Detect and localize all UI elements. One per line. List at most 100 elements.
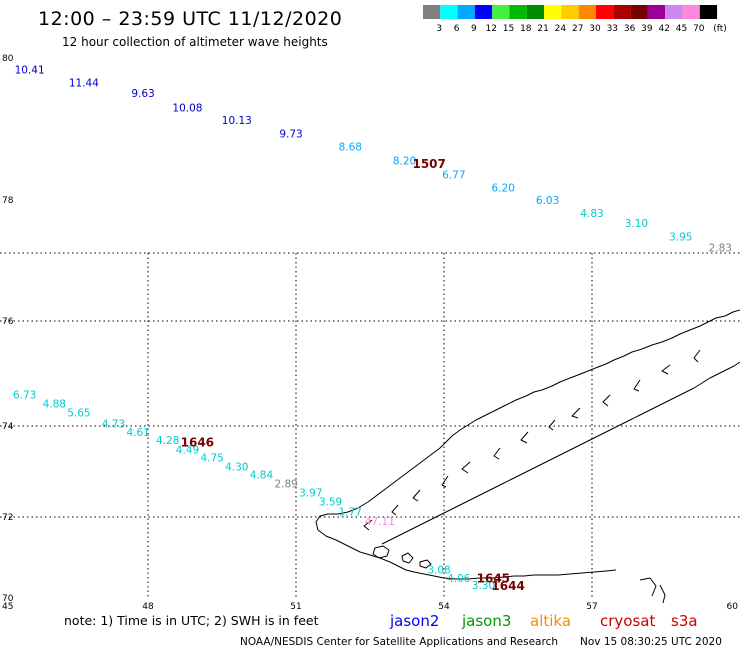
legend-swatch — [526, 5, 545, 19]
legend-label: 3 — [436, 24, 442, 34]
legend-label: 36 — [624, 24, 636, 34]
legend-swatch — [665, 5, 683, 19]
swh-value: 1.77 — [339, 507, 362, 519]
swh-value: 9.63 — [131, 88, 154, 100]
swh-value: 2.89 — [274, 478, 297, 490]
legend-swatch — [613, 5, 631, 19]
coastline-north-shore — [315, 309, 740, 580]
swh-value: 3.59 — [319, 497, 342, 509]
legend-swatch — [682, 5, 700, 19]
swh-value: 3.10 — [625, 218, 648, 230]
swh-value: 6.20 — [492, 182, 515, 194]
swh-value: 3.97 — [299, 488, 322, 500]
legend-label: 30 — [589, 24, 601, 34]
map-area: 10.41 11.44 9.63 10.08 10.13 9.73 8.68 8.20 6.77… — [0, 54, 740, 612]
swh-value: 3.95 — [669, 232, 692, 244]
legend-swatch — [630, 5, 648, 19]
legend-label: 39 — [641, 24, 653, 34]
swh-value: 4.30 — [225, 462, 248, 474]
satellite-key: jason2 jason3 altika cryosat s3a — [389, 612, 698, 630]
swh-value: 2.83 — [709, 242, 732, 254]
swh-value: 11.44 — [69, 77, 99, 89]
lon-tick-label: 60 — [727, 602, 739, 612]
legend-swatch — [457, 5, 475, 19]
swh-value: 10.13 — [222, 115, 252, 127]
legend-label: 24 — [555, 24, 567, 34]
coastline-islands — [372, 545, 666, 604]
legend-swatch — [440, 5, 458, 19]
swh-value: 8.68 — [339, 141, 362, 153]
timestamp-text: Nov 15 08:30:25 UTC 2020 — [580, 636, 722, 648]
pass-time-label: 1645 — [477, 572, 510, 586]
satellite-name: jason3 — [461, 612, 511, 630]
lon-tick-label: 45 — [2, 602, 13, 612]
satellite-name: jason2 — [389, 612, 439, 630]
legend-label: 12 — [485, 24, 496, 34]
legend-swatch — [423, 5, 441, 19]
graticule — [0, 252, 740, 598]
legend-label: 45 — [676, 24, 687, 34]
credit-text: NOAA/NESDIS Center for Satellite Applica… — [240, 636, 558, 648]
legend-swatch — [544, 5, 562, 19]
legend-unit: (ft) — [713, 24, 727, 34]
swh-value: 4.06 — [447, 573, 471, 585]
lon-tick-label: 57 — [586, 602, 597, 612]
color-scale-legend: 3 6 9 12 15 18 21 24 27 30 33 36 39 42 45 70 (ft) — [423, 5, 727, 34]
legend-label: 27 — [572, 24, 583, 34]
legend-swatch — [474, 5, 493, 19]
legend-label: 42 — [658, 24, 669, 34]
legend-swatch — [509, 5, 527, 19]
legend-swatch — [561, 5, 579, 19]
satellite-name: s3a — [671, 612, 698, 630]
coastline-inner-shore — [381, 361, 740, 545]
lat-tick-label: 76 — [2, 317, 14, 327]
page-subtitle: 12 hour collection of altimeter wave hei… — [62, 35, 328, 49]
legend-swatch — [699, 5, 718, 19]
swh-value: 3.08 — [427, 565, 450, 577]
lon-tick-label: 48 — [142, 602, 154, 612]
swh-value: 6.03 — [536, 195, 559, 207]
swh-value: 3.30 — [472, 580, 495, 592]
satellite-name: altika — [530, 612, 571, 630]
legend-label: 21 — [537, 24, 548, 34]
lat-tick-label: 72 — [2, 513, 13, 523]
swh-value: 10.41 — [15, 65, 45, 77]
legend-label: 15 — [503, 24, 514, 34]
legend-label: 9 — [471, 24, 477, 34]
legend-label: 70 — [693, 24, 705, 34]
units-note: note: 1) Time is in UTC; 2) SWH is in fe… — [64, 613, 319, 628]
satellite-name: cryosat — [600, 612, 655, 630]
legend-swatch — [596, 5, 614, 19]
page-title: 12:00 – 23:59 UTC 11/12/2020 — [38, 8, 342, 30]
swh-value: 6.77 — [442, 170, 465, 182]
swh-value: 4.73 — [102, 418, 125, 430]
altimeter-tracks: 10.41 11.44 9.63 10.08 10.13 9.73 8.68 8.20 6.77… — [13, 65, 732, 593]
legend-label: 18 — [520, 24, 532, 34]
lat-tick-label: 80 — [2, 54, 14, 64]
lat-tick-label: 74 — [2, 422, 14, 432]
legend-label: 33 — [607, 24, 618, 34]
legend-label: 6 — [454, 24, 460, 34]
swh-value: 4.61 — [126, 427, 149, 439]
lat-tick-label: 78 — [2, 196, 14, 206]
lat-tick-label: 70 — [2, 594, 14, 604]
legend-swatch — [578, 5, 596, 19]
swh-value: 4.49 — [176, 444, 199, 456]
swh-value: 5.65 — [67, 408, 90, 420]
lon-tick-label: 51 — [290, 602, 301, 612]
swh-value: 6.73 — [13, 390, 36, 402]
swh-value: 4.84 — [250, 469, 274, 481]
swh-value: 4.28 — [156, 435, 179, 447]
pass-time-label: 1507 — [412, 157, 445, 171]
coastline-fjords — [363, 349, 701, 531]
legend-swatch — [492, 5, 510, 19]
swh-value: 4.75 — [200, 452, 223, 464]
pass-time-label: 1644 — [491, 579, 524, 593]
coastline-novaya-zemlya — [315, 309, 740, 604]
swh-value: 10.08 — [172, 102, 202, 114]
pass-time-label: 1646 — [181, 435, 214, 449]
legend-swatch — [647, 5, 666, 19]
swh-value: 8.20 — [393, 156, 416, 168]
swh-value: 9.73 — [279, 129, 302, 141]
